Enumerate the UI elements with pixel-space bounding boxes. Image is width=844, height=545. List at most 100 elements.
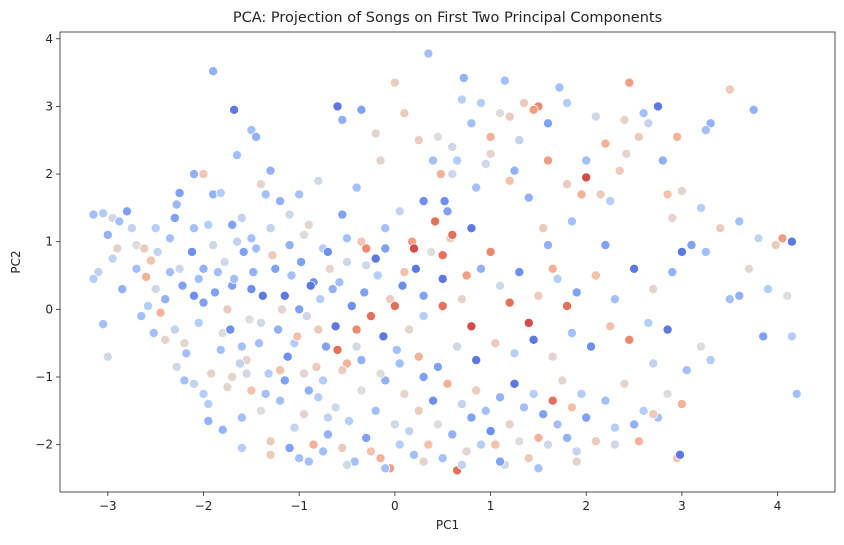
scatter-point	[234, 358, 245, 369]
scatter-point	[284, 240, 295, 251]
scatter-point	[351, 324, 362, 335]
scatter-point	[547, 395, 558, 406]
scatter-point	[456, 399, 467, 410]
scatter-point	[456, 94, 467, 105]
scatter-point	[275, 196, 286, 207]
scatter-point	[142, 300, 153, 311]
scatter-point	[380, 223, 391, 234]
scatter-point	[662, 388, 673, 399]
scatter-point	[284, 442, 295, 453]
x-tick-label: 0	[391, 499, 399, 513]
scatter-point	[102, 229, 113, 240]
scatter-point	[148, 327, 159, 338]
scatter-point	[365, 446, 376, 457]
scatter-point	[343, 415, 354, 426]
y-tick-label: 4	[45, 32, 53, 46]
x-tick-label: 3	[678, 499, 686, 513]
scatter-point	[696, 341, 707, 352]
scatter-point	[193, 317, 204, 328]
scatter-point	[662, 189, 673, 200]
scatter-point	[667, 267, 678, 278]
y-tick-label: 3	[45, 99, 53, 113]
scatter-point	[791, 388, 802, 399]
scatter-point	[246, 125, 257, 136]
scatter-point	[734, 290, 745, 301]
points-layer	[88, 48, 802, 476]
scatter-point	[346, 300, 357, 311]
scatter-point	[418, 196, 429, 207]
scatter-point	[475, 439, 486, 450]
scatter-point	[609, 422, 620, 433]
scatter-point	[437, 300, 448, 311]
scatter-point	[315, 294, 326, 305]
scatter-point	[255, 405, 266, 416]
scatter-point	[786, 236, 797, 247]
scatter-point	[215, 344, 226, 355]
scatter-point	[452, 341, 463, 352]
scatter-point	[528, 334, 539, 345]
scatter-point	[394, 358, 405, 369]
scatter-point	[413, 405, 424, 416]
scatter-point	[514, 436, 525, 447]
scatter-point	[442, 378, 453, 389]
scatter-point	[743, 263, 754, 274]
scatter-point	[198, 169, 209, 180]
scatter-point	[298, 409, 309, 420]
scatter-point	[410, 263, 421, 274]
scatter-point	[301, 311, 312, 322]
scatter-point	[428, 395, 439, 406]
scatter-point	[370, 128, 381, 139]
scatter-point	[432, 361, 443, 372]
scatter-point	[219, 256, 230, 267]
scatter-point	[322, 429, 333, 440]
scatter-point	[198, 263, 209, 274]
scatter-point	[509, 348, 520, 359]
scatter-point	[160, 334, 171, 345]
scatter-point	[657, 155, 668, 166]
scatter-point	[122, 206, 133, 217]
scatter-point	[313, 324, 324, 335]
scatter-point	[418, 311, 429, 322]
scatter-point	[236, 341, 247, 352]
scatter-point	[179, 375, 190, 386]
scatter-point	[361, 243, 372, 254]
scatter-point	[437, 250, 448, 261]
scatter-point	[566, 402, 577, 413]
scatter-point	[378, 331, 389, 342]
scatter-point	[782, 290, 793, 301]
scatter-point	[504, 297, 515, 308]
scatter-point	[552, 419, 563, 430]
scatter-point	[504, 419, 515, 430]
scatter-point	[648, 409, 659, 420]
y-tick-label: 1	[45, 235, 53, 249]
scatter-point	[145, 255, 156, 266]
scatter-point	[676, 399, 687, 410]
scatter-point	[700, 125, 711, 136]
y-axis-label: PC2	[9, 250, 23, 273]
scatter-point	[475, 263, 486, 274]
scatter-point	[418, 456, 429, 467]
scatter-point	[361, 260, 372, 271]
scatter-point	[359, 287, 370, 298]
scatter-point	[748, 104, 759, 115]
scatter-point	[514, 135, 525, 146]
scatter-point	[504, 175, 515, 186]
scatter-point	[715, 223, 726, 234]
scatter-point	[399, 267, 410, 278]
scatter-point	[485, 148, 496, 159]
scatter-point	[341, 233, 352, 244]
scatter-point	[155, 307, 166, 318]
scatter-point	[255, 179, 266, 190]
scatter-point	[327, 284, 338, 295]
scatter-point	[705, 355, 716, 366]
scatter-point	[318, 446, 329, 457]
scatter-point	[466, 223, 477, 234]
scatter-point	[292, 331, 303, 342]
scatter-point	[114, 216, 125, 227]
scatter-point	[442, 206, 453, 217]
scatter-point	[562, 432, 573, 443]
scatter-point	[303, 219, 314, 230]
scatter-point	[643, 317, 654, 328]
scatter-point	[523, 192, 534, 203]
